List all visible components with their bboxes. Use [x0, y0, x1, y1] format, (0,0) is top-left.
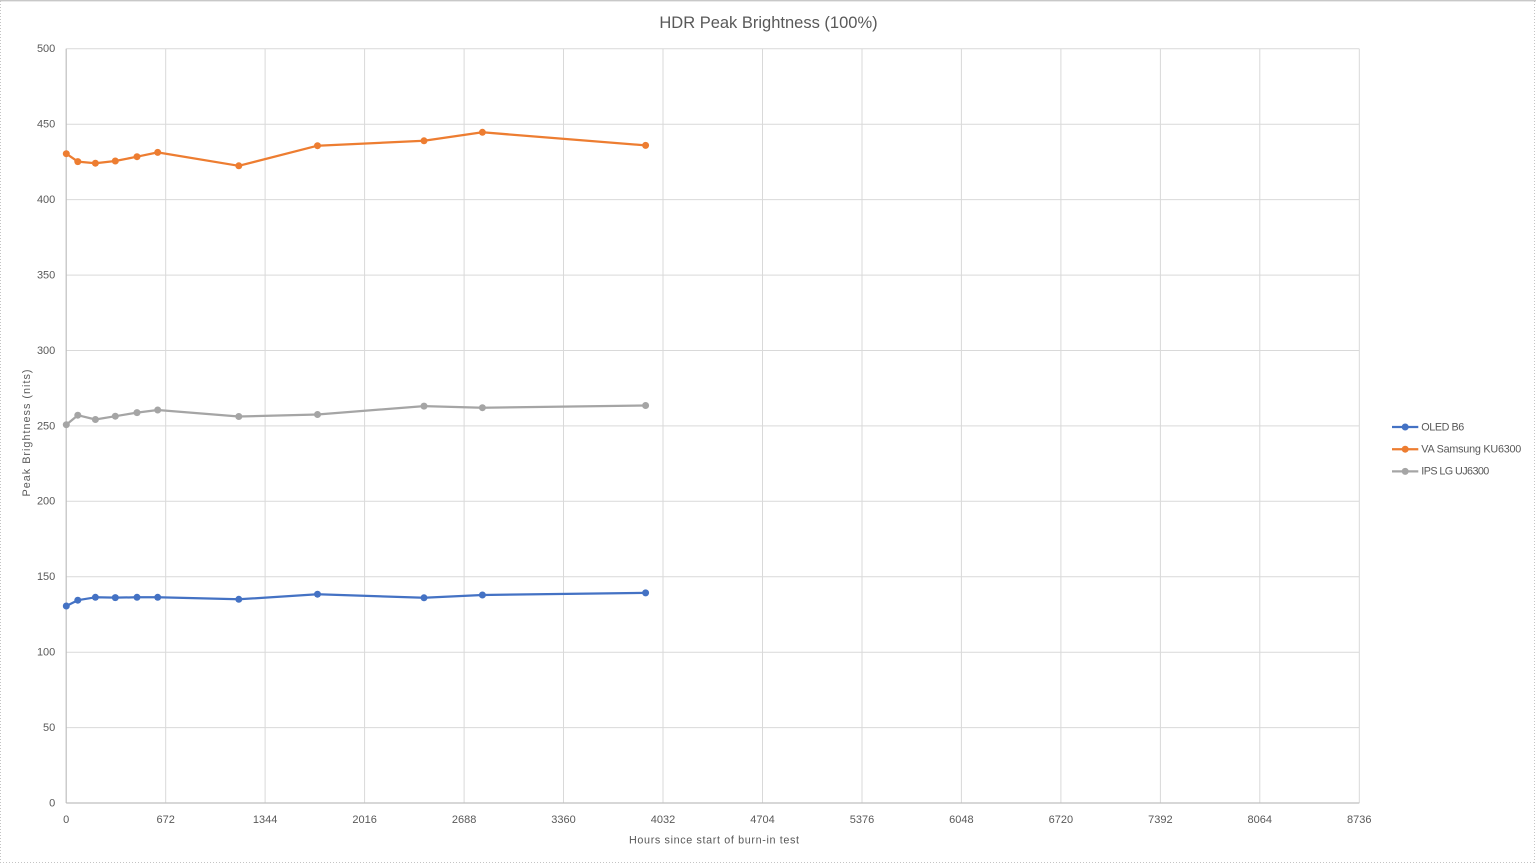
svg-text:0: 0 — [63, 814, 69, 826]
svg-text:VA Samsung KU6300: VA Samsung KU6300 — [1421, 444, 1521, 456]
svg-text:HDR Peak Brightness (100%): HDR Peak Brightness (100%) — [659, 14, 877, 32]
svg-text:7392: 7392 — [1148, 814, 1172, 826]
svg-text:500: 500 — [37, 43, 55, 55]
svg-text:Hours since start of burn-in t: Hours since start of burn-in test — [629, 835, 799, 847]
svg-text:50: 50 — [43, 722, 55, 734]
svg-text:OLED B6: OLED B6 — [1421, 421, 1464, 433]
svg-text:IPS LG UJ6300: IPS LG UJ6300 — [1421, 466, 1489, 478]
svg-text:250: 250 — [37, 420, 55, 432]
svg-text:200: 200 — [37, 496, 55, 508]
svg-text:350: 350 — [37, 270, 55, 282]
svg-text:5376: 5376 — [850, 814, 874, 826]
svg-text:8064: 8064 — [1248, 814, 1272, 826]
svg-text:6720: 6720 — [1049, 814, 1073, 826]
svg-text:100: 100 — [37, 647, 55, 659]
svg-text:1344: 1344 — [253, 814, 277, 826]
svg-text:6048: 6048 — [949, 814, 973, 826]
svg-text:4032: 4032 — [651, 814, 675, 826]
svg-text:Peak Brightness (nits): Peak Brightness (nits) — [21, 370, 33, 497]
svg-text:150: 150 — [37, 571, 55, 583]
svg-text:2688: 2688 — [452, 814, 476, 826]
svg-text:0: 0 — [49, 797, 55, 809]
svg-text:8736: 8736 — [1347, 814, 1371, 826]
svg-text:300: 300 — [37, 345, 55, 357]
svg-text:3360: 3360 — [551, 814, 575, 826]
svg-text:2016: 2016 — [352, 814, 376, 826]
svg-text:400: 400 — [37, 194, 55, 206]
svg-text:4704: 4704 — [750, 814, 774, 826]
svg-text:450: 450 — [37, 119, 55, 131]
svg-text:672: 672 — [157, 814, 175, 826]
